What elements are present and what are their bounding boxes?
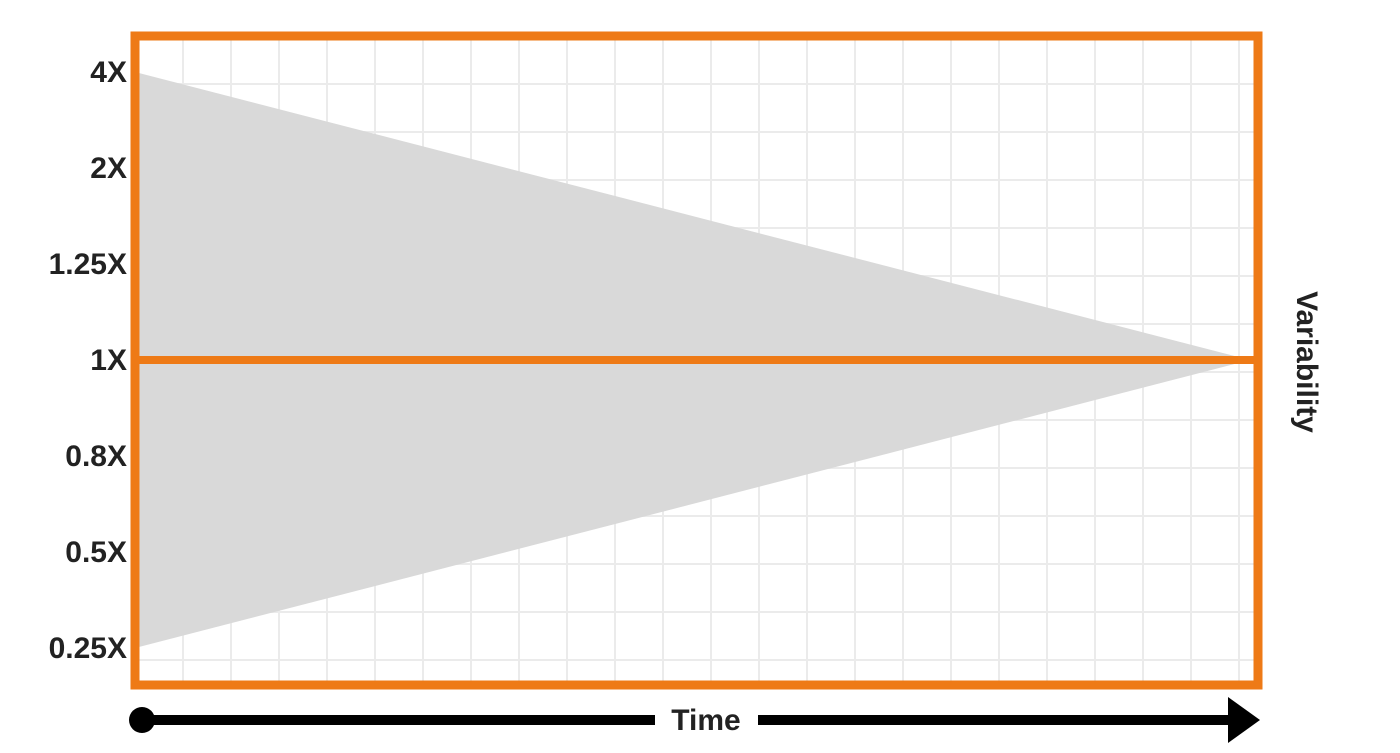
y-tick-label: 0.8X: [65, 440, 127, 473]
y-tick-label: 0.5X: [65, 536, 127, 569]
y-tick-labels: 4X 2X 1.25X 1X 0.8X 0.5X 0.25X: [49, 56, 127, 665]
x-axis-label: Time: [671, 704, 740, 737]
plot-frame: [130, 31, 1263, 690]
y-tick-label: 0.25X: [49, 632, 127, 665]
y-tick-label: 2X: [90, 152, 127, 185]
time-arrow: [129, 697, 1260, 743]
y-tick-label: 1.25X: [49, 248, 127, 281]
y-tick-label: 1X: [90, 344, 127, 377]
y-tick-label: 4X: [90, 56, 127, 89]
y-axis-label: Variability: [1290, 291, 1323, 433]
time-arrow-head: [1228, 697, 1260, 743]
